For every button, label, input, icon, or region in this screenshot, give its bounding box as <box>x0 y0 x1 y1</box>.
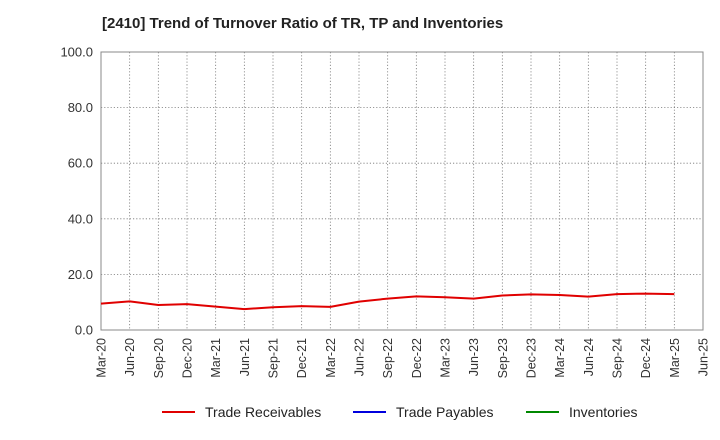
x-tick-label: Mar-21 <box>209 338 223 378</box>
x-tick-label: Mar-23 <box>439 338 453 378</box>
y-tick-label: 0.0 <box>75 323 93 338</box>
x-tick-label: Sep-20 <box>152 338 166 378</box>
y-tick-label: 40.0 <box>68 211 93 226</box>
legend-swatch-trade-payables <box>353 411 386 413</box>
x-tick-label: Dec-23 <box>525 338 539 378</box>
legend-item-inventories: Inventories <box>526 404 637 420</box>
legend-swatch-inventories <box>526 411 559 413</box>
x-tick-label: Jun-24 <box>582 338 596 376</box>
x-tick-label: Sep-22 <box>381 338 395 378</box>
legend-item-trade-receivables: Trade Receivables <box>162 404 321 420</box>
x-tick-label: Mar-22 <box>324 338 338 378</box>
chart-title: [2410] Trend of Turnover Ratio of TR, TP… <box>102 15 504 32</box>
x-tick-label: Jun-23 <box>467 338 481 376</box>
x-tick-label: Sep-24 <box>611 338 625 378</box>
axes <box>100 51 704 331</box>
x-tick-label: Jun-21 <box>238 338 252 376</box>
legend-label-trade-payables: Trade Payables <box>396 404 494 420</box>
grid <box>101 52 703 330</box>
y-tick-label: 80.0 <box>68 100 93 115</box>
series-line-trade-receivables <box>100 292 675 311</box>
series-lines <box>100 292 675 311</box>
legend: Trade Receivables Trade Payables Invento… <box>0 404 720 426</box>
legend-label-trade-receivables: Trade Receivables <box>205 404 322 420</box>
x-tick-label: Dec-20 <box>181 338 195 378</box>
y-tick-label: 20.0 <box>68 267 93 282</box>
x-tick-label: Sep-23 <box>496 338 510 378</box>
x-tick-label: Jun-20 <box>123 338 137 376</box>
y-tick-label: 60.0 <box>68 156 93 171</box>
plot-background <box>101 52 703 330</box>
x-tick-label: Jun-25 <box>697 338 711 376</box>
legend-label-inventories: Inventories <box>569 404 638 420</box>
x-tick-label: Mar-25 <box>668 338 682 378</box>
x-tick-label: Jun-22 <box>353 338 367 376</box>
x-tick-label: Mar-20 <box>95 338 109 378</box>
legend-item-trade-payables: Trade Payables <box>353 404 494 420</box>
x-tick-label: Dec-21 <box>295 338 309 378</box>
legend-swatch-trade-receivables <box>162 411 195 413</box>
x-tick-label: Mar-24 <box>553 338 567 378</box>
y-tick-label: 100.0 <box>60 45 93 60</box>
x-tick-label: Dec-24 <box>639 338 653 378</box>
tick-labels: 0.0 20.0 40.0 60.0 80.0 100.0 Mar-20 Jun-20 Sep-… <box>60 45 710 379</box>
x-tick-label: Sep-21 <box>267 338 281 378</box>
plot-frame <box>100 51 704 331</box>
x-tick-label: Dec-22 <box>410 338 424 378</box>
